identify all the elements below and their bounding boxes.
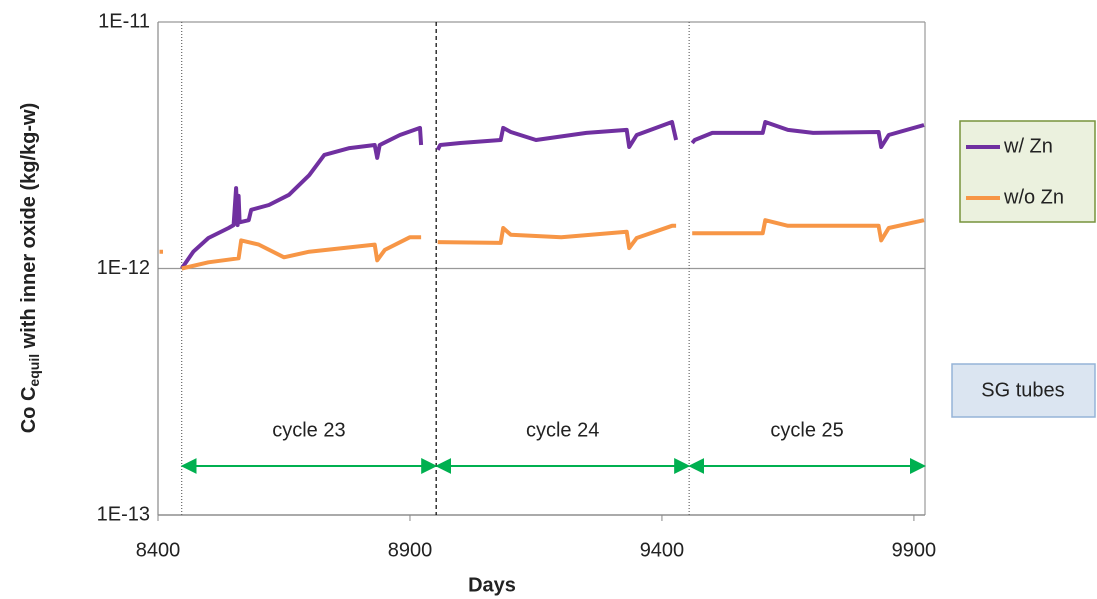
x-tick-label: 9400: [640, 539, 685, 561]
legend-label: w/ Zn: [1003, 135, 1053, 157]
series-line: [180, 120, 925, 270]
annotation: SG tubes: [981, 379, 1064, 401]
y-tick-label: 1E-11: [98, 10, 150, 32]
series-line: [159, 218, 925, 271]
x-tick-label: 8400: [136, 539, 181, 561]
cycle-label: cycle 23: [272, 419, 345, 441]
y-label-rest: with inner oxide (kg/kg-w): [18, 103, 40, 354]
y-tick-label: 1E-13: [97, 503, 150, 525]
y-label-main: Co C: [18, 387, 40, 434]
y-tick-label: 1E-12: [97, 257, 150, 279]
x-tick-label: 8900: [388, 539, 433, 561]
annotation-box: [951, 363, 1096, 418]
cycle-label: cycle 25: [770, 419, 843, 441]
legend-box: [959, 120, 1096, 223]
y-label-sub: equil: [26, 354, 42, 387]
x-axis-label: Days: [468, 574, 516, 596]
cycle-label: cycle 24: [526, 419, 599, 441]
legend-label: w/o Zn: [1003, 186, 1064, 208]
x-tick-label: 9900: [892, 539, 937, 561]
y-axis-label: Co Cequil with inner oxide (kg/kg-w): [18, 103, 41, 433]
